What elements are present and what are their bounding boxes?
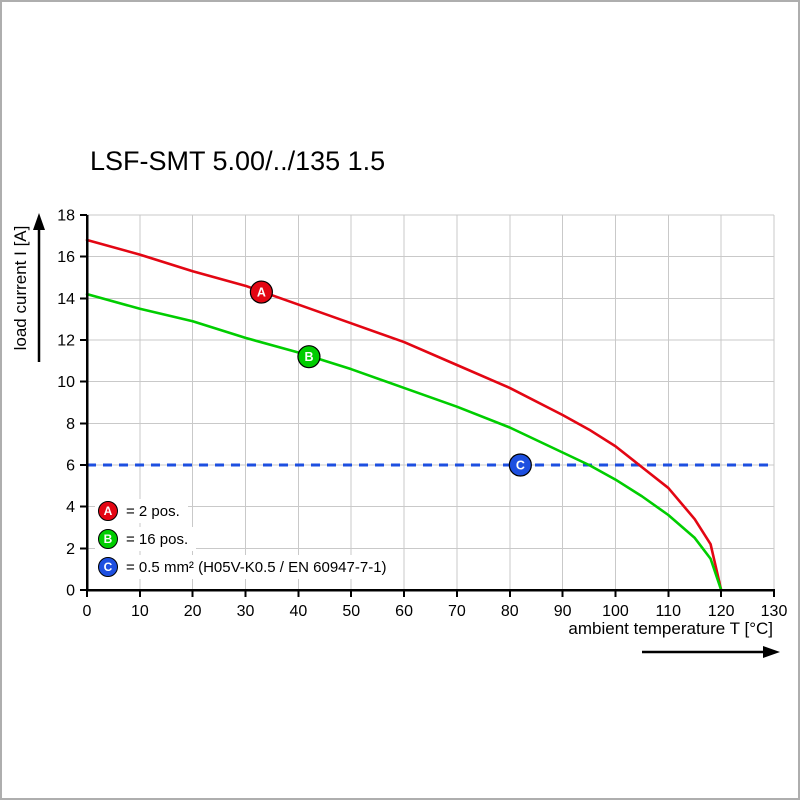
legend-badge-B: B [98,529,118,549]
svg-text:130: 130 [761,603,788,620]
legend-item-B: B = 16 pos. [95,527,197,551]
svg-text:C: C [516,459,525,473]
legend-badge-C: C [98,557,118,577]
x-axis-tick-labels: 0 10 20 30 40 50 60 70 80 90 100 110 120 130 [83,603,788,620]
curve-A [85,238,723,592]
legend-badge-A: A [98,501,118,521]
curve-marker-C: C [508,453,532,477]
svg-text:40: 40 [289,603,307,620]
svg-text:70: 70 [448,603,466,620]
svg-text:16: 16 [57,249,75,266]
svg-text:A: A [257,286,266,300]
legend-label-C: = 0.5 mm² (H05V-K0.5 / EN 60947-7-1) [126,558,387,576]
svg-text:10: 10 [57,374,75,391]
svg-text:120: 120 [708,603,735,620]
svg-text:12: 12 [57,333,75,350]
axes [85,215,775,592]
svg-text:100: 100 [602,603,629,620]
curve-B [85,292,723,592]
legend: A = 2 pos. B = 16 pos. C = 0.5 mm² (H05V-K0.5… [95,499,395,583]
x-axis-arrow-icon [642,646,780,658]
svg-text:90: 90 [554,603,572,620]
y-axis-arrow-icon [33,213,45,362]
svg-text:20: 20 [184,603,202,620]
legend-item-C: C = 0.5 mm² (H05V-K0.5 / EN 60947-7-1) [95,555,395,579]
legend-item-A: A = 2 pos. [95,499,188,523]
x-axis-label: ambient temperature T [°C] [568,619,773,638]
legend-label-B: = 16 pos. [126,530,189,548]
svg-text:10: 10 [131,603,149,620]
curve-marker-B: B [297,345,321,369]
svg-text:110: 110 [656,603,682,620]
svg-text:30: 30 [237,603,255,620]
svg-text:0: 0 [83,603,92,620]
y-axis-tick-labels: 0 2 4 6 8 10 12 14 16 18 [57,208,75,600]
svg-text:B: B [304,350,313,364]
chart-title: LSF-SMT 5.00/../135 1.5 [90,146,386,176]
svg-text:50: 50 [342,603,360,620]
svg-text:6: 6 [66,458,75,475]
svg-text:0: 0 [66,583,75,600]
grid [87,214,775,590]
svg-text:80: 80 [501,603,519,620]
svg-text:2: 2 [66,541,75,558]
svg-text:60: 60 [395,603,413,620]
tick-marks [80,214,775,597]
svg-text:8: 8 [66,416,75,433]
svg-text:14: 14 [57,291,75,308]
legend-label-A: = 2 pos. [126,502,180,520]
curve-marker-A: A [249,280,273,304]
svg-text:4: 4 [66,499,75,516]
svg-text:18: 18 [57,208,75,225]
